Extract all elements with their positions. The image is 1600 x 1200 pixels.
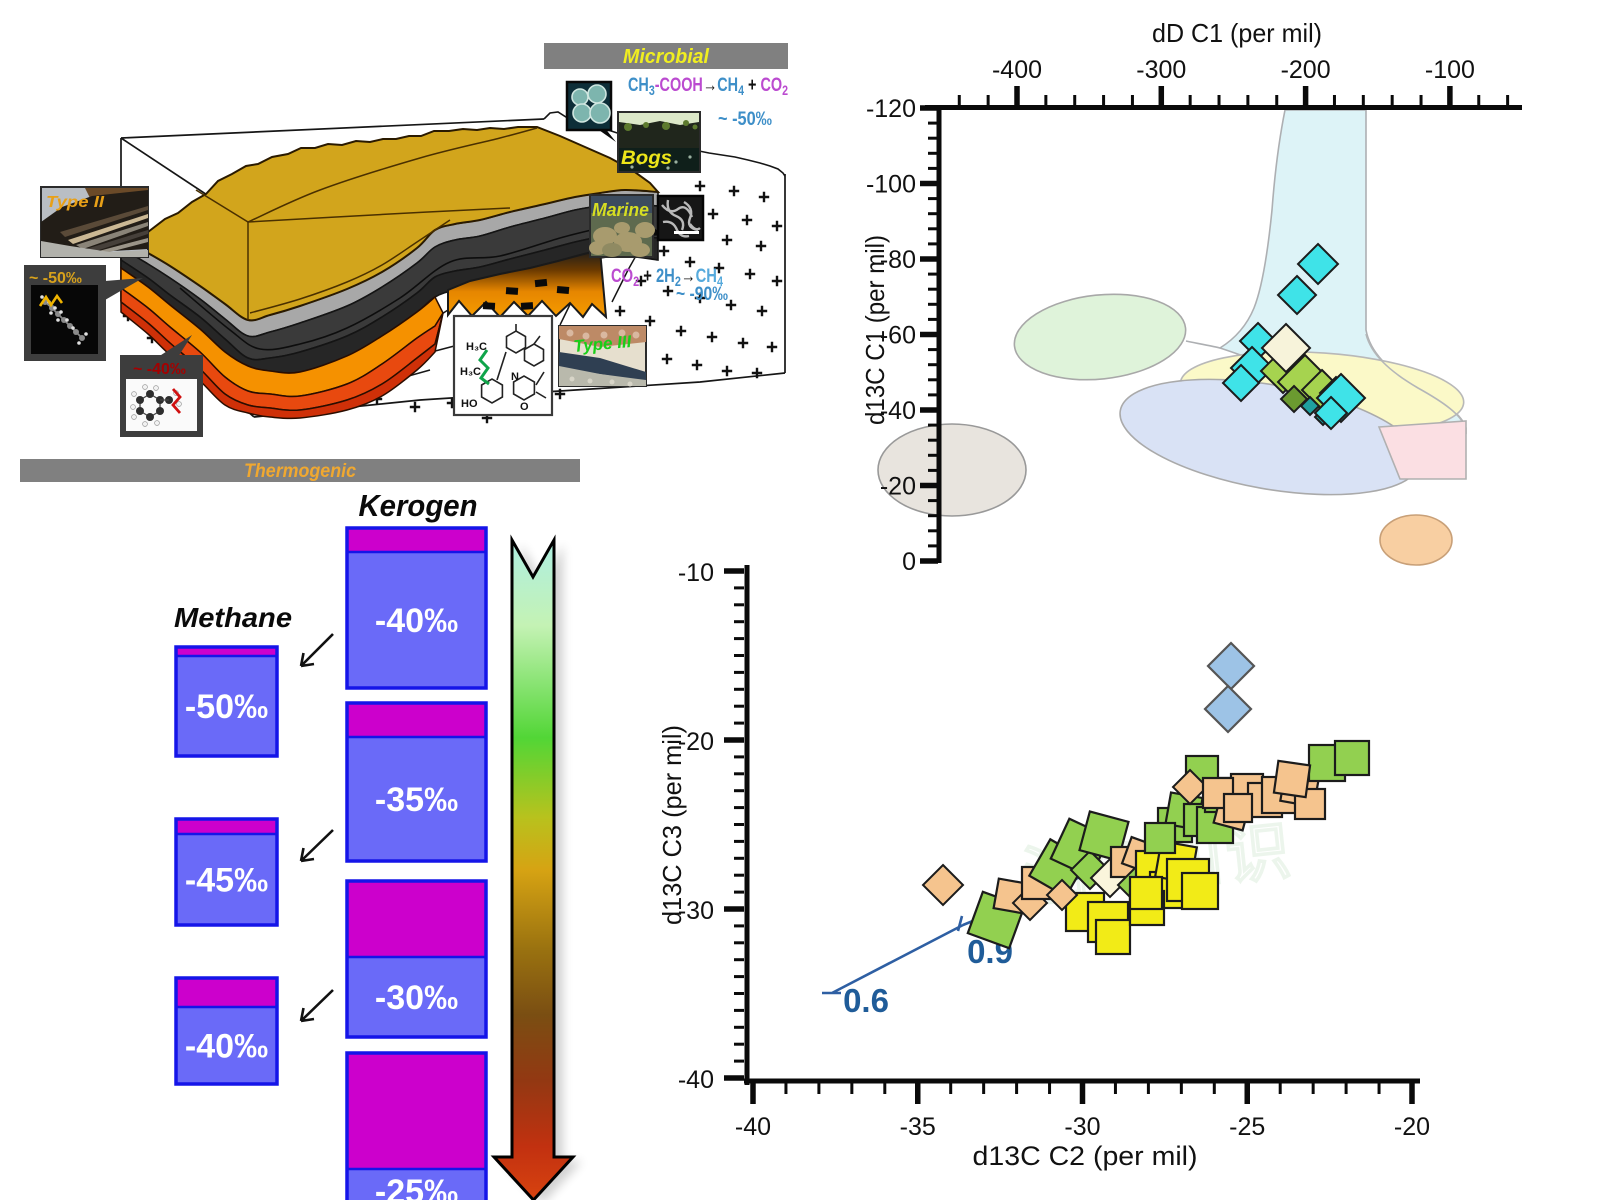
svg-text:-60: -60: [880, 322, 916, 350]
svg-text:-400: -400: [992, 56, 1042, 84]
svg-text:Thermogenic: Thermogenic: [244, 461, 356, 482]
svg-text:~ -40‰: ~ -40‰: [133, 361, 186, 378]
svg-text:Microbial: Microbial: [623, 46, 709, 68]
svg-text:-50‰: -50‰: [185, 688, 268, 726]
svg-text:-80: -80: [880, 246, 916, 274]
svg-text:-10: -10: [678, 559, 714, 587]
svg-text:-35: -35: [900, 1113, 936, 1141]
svg-text:Type II: Type II: [46, 194, 105, 211]
svg-text:0.6: 0.6: [843, 982, 889, 1019]
svg-text:d13C C2 (per mil): d13C C2 (per mil): [973, 1141, 1198, 1171]
svg-text:0: 0: [902, 548, 916, 576]
svg-text:-35‰: -35‰: [375, 781, 458, 819]
svg-text:~ -90‰: ~ -90‰: [676, 284, 728, 305]
svg-text:CH3-COOH→CH4 + CO2: CH3-COOH→CH4 + CO2: [628, 75, 788, 98]
svg-text:Bogs: Bogs: [621, 148, 672, 169]
svg-text:-40: -40: [735, 1113, 771, 1141]
svg-text:-20: -20: [678, 728, 714, 756]
svg-text:-40: -40: [678, 1066, 714, 1094]
svg-text:-40‰: -40‰: [375, 602, 458, 640]
svg-text:Kerogen: Kerogen: [359, 488, 478, 523]
svg-text:-25‰: -25‰: [375, 1173, 458, 1200]
svg-text:-20: -20: [880, 473, 916, 501]
svg-text:-200: -200: [1281, 56, 1331, 84]
svg-text:-30: -30: [678, 897, 714, 925]
svg-text:-40: -40: [880, 397, 916, 425]
svg-text:-100: -100: [1425, 56, 1475, 84]
svg-text:d13C C1 (per mil): d13C C1 (per mil): [860, 235, 890, 425]
svg-text:O: O: [520, 401, 529, 413]
svg-text:-30‰: -30‰: [375, 979, 458, 1017]
svg-text:Marine: Marine: [592, 200, 649, 220]
svg-text:~ -50‰: ~ -50‰: [718, 109, 772, 130]
svg-text:N: N: [511, 371, 519, 383]
svg-text:-120: -120: [866, 95, 916, 123]
svg-text:-30: -30: [1064, 1113, 1100, 1141]
svg-text:dD C1 (per mil): dD C1 (per mil): [1152, 18, 1322, 48]
svg-text:CO2 + 2H2→CH4: CO2 + 2H2→CH4: [611, 266, 723, 289]
svg-text:-100: -100: [866, 171, 916, 199]
svg-text:H₃C: H₃C: [466, 341, 487, 353]
svg-text:-25: -25: [1229, 1113, 1265, 1141]
svg-text:HO: HO: [461, 398, 478, 410]
svg-text:-40‰: -40‰: [185, 1028, 268, 1066]
svg-text:-20: -20: [1394, 1113, 1430, 1141]
svg-text:H₃C: H₃C: [460, 366, 481, 378]
svg-text:-45‰: -45‰: [185, 862, 268, 900]
svg-text:d13C C3 (per mil): d13C C3 (per mil): [657, 725, 687, 925]
svg-text:Methane: Methane: [174, 602, 292, 633]
svg-text:~ -50‰: ~ -50‰: [29, 270, 82, 287]
svg-text:-300: -300: [1136, 56, 1186, 84]
